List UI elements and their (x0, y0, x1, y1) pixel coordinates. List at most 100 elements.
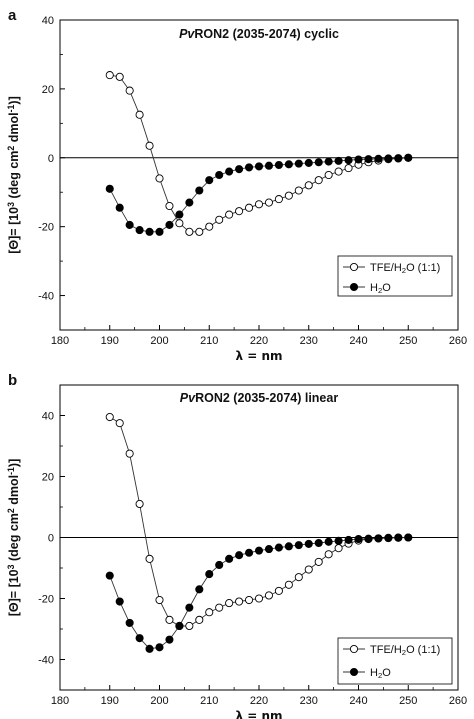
data-point-h2o (354, 155, 363, 164)
data-point-tfe (274, 195, 283, 204)
x-tick-label: 190 (101, 335, 119, 347)
data-point-h2o (115, 597, 124, 606)
data-point-tfe (105, 412, 114, 422)
data-point-tfe (135, 499, 144, 509)
data-point-h2o (175, 621, 184, 631)
panel-letter: b (8, 372, 17, 389)
data-point-h2o (225, 554, 234, 563)
data-point-tfe (175, 219, 184, 228)
data-point-h2o (185, 603, 194, 612)
data-point-tfe (264, 591, 274, 600)
x-tick-label: 180 (51, 335, 69, 347)
data-point-h2o (354, 534, 363, 544)
x-tick-label: 220 (250, 335, 268, 347)
x-tick-label: 240 (349, 335, 367, 347)
legend-label-tfe: TFE/H2O (1:1) (370, 644, 440, 657)
data-point-h2o (364, 534, 373, 543)
data-point-h2o (324, 157, 333, 166)
data-point-h2o (404, 153, 413, 162)
x-axis-label: λ = nm (235, 349, 282, 363)
data-point-tfe (165, 615, 174, 624)
data-point-h2o (225, 167, 234, 176)
data-point-h2o (145, 227, 154, 236)
x-tick-label: 260 (449, 695, 467, 707)
data-point-tfe (344, 164, 353, 173)
data-point-h2o (135, 226, 144, 235)
data-point-tfe (195, 227, 204, 236)
x-tick-label: 250 (399, 695, 417, 707)
x-tick-label: 180 (51, 695, 69, 707)
data-point-h2o (244, 548, 254, 557)
data-point-tfe (215, 603, 224, 612)
data-point-h2o (165, 220, 174, 229)
data-point-h2o (394, 533, 403, 542)
data-point-tfe (115, 72, 124, 81)
data-point-tfe (334, 167, 343, 176)
data-point-h2o (155, 643, 164, 652)
data-point-h2o (195, 186, 204, 195)
y-tick-label: -40 (38, 291, 54, 303)
data-point-tfe (145, 141, 154, 150)
y-tick-label: -40 (38, 655, 54, 667)
data-point-tfe (264, 198, 274, 207)
legend-label-h2o: H2O (370, 667, 391, 680)
data-point-h2o (185, 198, 194, 207)
data-point-h2o (254, 162, 264, 171)
y-tick-label: 0 (48, 533, 54, 545)
y-tick-label: 40 (42, 15, 54, 27)
data-point-tfe (314, 176, 323, 185)
data-point-tfe (294, 186, 303, 195)
legend-marker-tfe (349, 262, 359, 272)
legend-label-h2o: H2O (370, 282, 391, 295)
data-point-h2o (404, 533, 413, 542)
data-point-tfe (324, 550, 333, 559)
data-point-h2o (384, 154, 393, 163)
data-point-tfe (244, 595, 254, 605)
y-tick-label: 40 (42, 411, 54, 423)
data-point-h2o (304, 158, 313, 167)
data-point-h2o (195, 585, 204, 594)
x-tick-label: 220 (250, 695, 268, 707)
data-point-h2o (304, 539, 313, 548)
data-point-tfe (125, 86, 134, 95)
data-point-h2o (244, 163, 254, 172)
data-point-h2o (294, 541, 303, 550)
data-point-tfe (235, 207, 244, 216)
data-point-h2o (115, 203, 124, 212)
data-point-tfe (185, 621, 194, 631)
data-point-h2o (334, 536, 343, 545)
data-point-tfe (215, 215, 224, 224)
data-point-tfe (205, 222, 214, 231)
data-point-tfe (284, 191, 293, 200)
x-tick-label: 240 (349, 695, 367, 707)
data-point-tfe (125, 449, 134, 458)
data-point-tfe (115, 419, 124, 428)
data-point-h2o (235, 165, 244, 174)
data-point-h2o (274, 160, 283, 170)
data-point-h2o (205, 570, 214, 579)
data-point-h2o (384, 534, 393, 543)
data-point-h2o (294, 159, 303, 168)
data-point-h2o (215, 170, 224, 180)
data-point-h2o (374, 534, 383, 543)
data-point-tfe (254, 200, 264, 209)
data-point-h2o (394, 154, 403, 163)
legend-marker-h2o (349, 282, 359, 292)
data-point-h2o (165, 635, 174, 644)
data-point-h2o (105, 184, 114, 193)
data-point-h2o (314, 158, 323, 167)
data-point-tfe (304, 181, 313, 190)
data-point-h2o (215, 560, 224, 570)
data-point-h2o (254, 546, 264, 555)
x-tick-label: 250 (399, 335, 417, 347)
data-point-h2o (364, 155, 373, 164)
data-point-tfe (165, 201, 174, 211)
x-tick-label: 260 (449, 335, 467, 347)
y-tick-label: 20 (42, 84, 54, 96)
panel-letter: a (8, 7, 17, 24)
data-point-h2o (314, 538, 323, 548)
x-tick-label: 210 (200, 335, 218, 347)
legend-marker-h2o (349, 667, 359, 677)
